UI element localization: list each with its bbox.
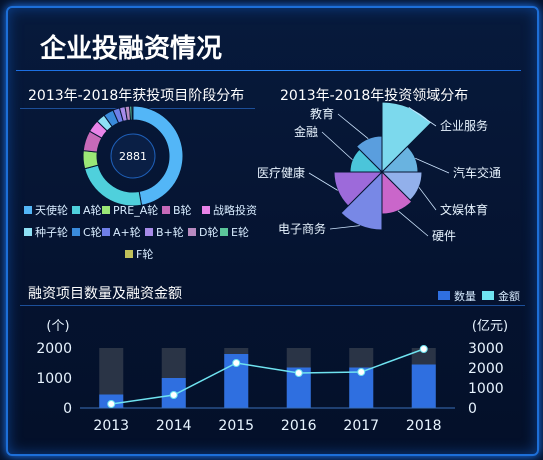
legend-label: B+轮	[156, 225, 184, 239]
legend-label: 天使轮	[35, 203, 68, 217]
legend-swatch-amount	[482, 291, 494, 300]
legend-label: E轮	[231, 225, 249, 239]
legend-label: F轮	[136, 247, 153, 261]
bar-title-divider	[20, 305, 525, 306]
legend-swatch	[102, 228, 110, 236]
rose-leader-line	[418, 187, 437, 211]
legend-swatch	[220, 228, 228, 236]
legend-label-count: 数量	[454, 290, 476, 303]
rose-leader-line	[337, 113, 369, 140]
y2-tick-label: 1000	[468, 381, 504, 397]
legend-swatch	[188, 228, 196, 236]
legend-swatch-count	[438, 291, 450, 300]
amount-point	[107, 400, 116, 408]
legend-label: 种子轮	[35, 225, 68, 239]
rose-slice	[333, 171, 384, 207]
bar-count	[411, 364, 436, 408]
y2-tick-label: 0	[468, 401, 477, 417]
rose-label: 医疗健康	[257, 165, 305, 180]
donut-center	[110, 133, 156, 179]
rose-label: 金融	[294, 124, 318, 139]
x-tick-label: 2014	[156, 418, 192, 434]
sector-chart-title: 2013年-2018年投资领域分布	[280, 88, 469, 104]
legend-swatch	[202, 206, 210, 214]
rose-label: 文娱体育	[440, 202, 488, 217]
rose-label: 硬件	[432, 229, 456, 243]
rose-leader-line	[329, 225, 360, 230]
donut-slice	[82, 150, 99, 170]
rose-leader-line	[415, 157, 450, 174]
legend-label: PRE_A轮	[113, 203, 158, 217]
title-divider	[16, 70, 521, 71]
amount-point	[294, 369, 303, 377]
donut-slice	[131, 105, 134, 121]
amount-point	[232, 359, 241, 367]
x-tick-label: 2016	[281, 418, 317, 434]
legend-swatch	[102, 206, 110, 214]
amount-point	[357, 368, 366, 376]
rose-slice	[340, 170, 383, 231]
legend-swatch	[72, 206, 80, 214]
y2-tick-label: 2000	[468, 361, 504, 377]
dashboard-frame	[6, 6, 539, 456]
page-title: 企业投融资情况	[40, 34, 223, 64]
x-tick-label: 2013	[93, 418, 129, 434]
legend-label: A轮	[83, 203, 102, 217]
legend-label: 战略投资	[213, 203, 257, 217]
legend-swatch	[24, 206, 32, 214]
legend-label-amount: 金额	[498, 289, 520, 303]
y-tick-label: 0	[63, 401, 72, 417]
legend-label: A+轮	[113, 225, 141, 239]
x-tick-label: 2018	[406, 418, 442, 434]
y2-tick-label: 3000	[468, 341, 504, 357]
rose-label: 汽车交通	[453, 165, 501, 180]
legend-swatch	[162, 206, 170, 214]
stage-chart-title: 2013年-2018年获投项目阶段分布	[28, 88, 245, 104]
amount-line	[111, 348, 425, 405]
x-tick-label: 2017	[343, 418, 379, 434]
rose-label: 教育	[310, 106, 334, 121]
rose-label: 电子商务	[278, 221, 326, 236]
legend-label: C轮	[83, 225, 102, 239]
rose-leader-line	[408, 106, 437, 127]
legend-label: D轮	[199, 225, 218, 239]
rose-leader-line	[321, 131, 353, 161]
rose-leader-line	[397, 210, 429, 237]
amount-point	[419, 345, 428, 353]
y2-axis-label: (亿元)	[472, 319, 508, 334]
legend-swatch	[72, 228, 80, 236]
legend-swatch	[125, 250, 133, 258]
legend-swatch	[24, 228, 32, 236]
amount-point	[169, 391, 178, 399]
legend-label: B轮	[173, 203, 192, 217]
rose-leader-line	[308, 172, 338, 191]
x-tick-label: 2015	[218, 418, 254, 434]
donut-center-label: 2881	[119, 150, 147, 163]
rose-label: 企业服务	[440, 118, 488, 133]
bar-chart-title: 融资项目数量及融资金额	[28, 286, 182, 302]
y-axis-label: (个)	[46, 319, 69, 334]
legend-swatch	[145, 228, 153, 236]
y-tick-label: 2000	[36, 341, 72, 357]
y-tick-label: 1000	[36, 371, 72, 387]
